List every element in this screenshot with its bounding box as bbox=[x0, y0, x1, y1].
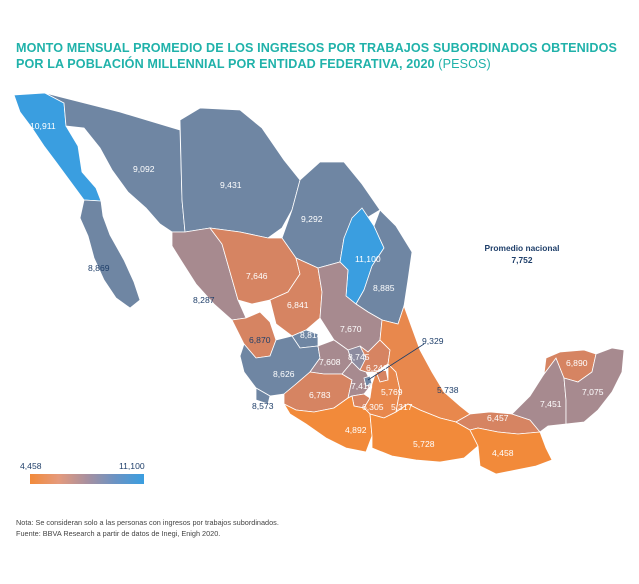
map-title-main: MONTO MENSUAL PROMEDIO DE LOS INGRESOS P… bbox=[16, 41, 617, 71]
legend-gradient-bar bbox=[30, 474, 144, 484]
state-bcs bbox=[79, 199, 141, 309]
map-title: MONTO MENSUAL PROMEDIO DE LOS INGRESOS P… bbox=[16, 40, 626, 72]
label-dgo: 7,646 bbox=[246, 271, 268, 281]
label-cdmx: 9,329 bbox=[422, 336, 444, 346]
label-mor: 6,305 bbox=[362, 402, 384, 412]
label-hgo: 6,241 bbox=[366, 363, 388, 373]
state-chis bbox=[469, 427, 553, 475]
label-son: 9,092 bbox=[133, 164, 155, 174]
label-nl: 11,100 bbox=[355, 254, 381, 264]
national-average-label: Promedio nacional bbox=[484, 243, 560, 253]
state-col bbox=[255, 387, 271, 405]
label-gro: 4,892 bbox=[345, 425, 367, 435]
label-mex: 7,416 bbox=[351, 381, 373, 391]
label-slp: 7,670 bbox=[340, 324, 362, 334]
label-sin: 8,287 bbox=[193, 295, 215, 305]
label-qro: 8,745 bbox=[348, 352, 370, 362]
state-gro bbox=[282, 395, 373, 453]
map-title-unit: (PESOS) bbox=[438, 57, 491, 71]
state-value-labels: 10,911 9,092 9,431 9,292 11,100 8,869 8,… bbox=[30, 121, 604, 458]
label-bcs: 8,869 bbox=[88, 263, 110, 273]
national-average-value: 7,752 bbox=[511, 255, 533, 265]
label-jal: 8,626 bbox=[273, 369, 295, 379]
label-nay: 6,870 bbox=[249, 335, 271, 345]
footnote-note: Nota: Se consideran solo a las personas … bbox=[16, 518, 279, 527]
label-ver: 5,738 bbox=[437, 385, 459, 395]
label-coah: 9,292 bbox=[301, 214, 323, 224]
label-yuc: 6,890 bbox=[566, 358, 588, 368]
label-gto: 7,608 bbox=[319, 357, 341, 367]
footnote-source: Fuente: BBVA Research a partir de datos … bbox=[16, 529, 221, 538]
label-chih: 9,431 bbox=[220, 180, 242, 190]
state-chih bbox=[179, 107, 301, 239]
label-chis: 4,458 bbox=[492, 448, 514, 458]
label-bc: 10,911 bbox=[30, 121, 56, 131]
label-ags: 8,818 bbox=[300, 330, 322, 340]
state-qroo bbox=[563, 347, 625, 425]
label-camp: 7,451 bbox=[540, 399, 562, 409]
label-zac: 6,841 bbox=[287, 300, 309, 310]
national-average: Promedio nacional 7,752 bbox=[470, 242, 574, 266]
legend-min-label: 4,458 bbox=[20, 461, 42, 471]
label-mich: 6,783 bbox=[309, 390, 331, 400]
legend-max-label: 11,100 bbox=[119, 461, 145, 471]
footnotes: Nota: Se consideran solo a las personas … bbox=[16, 517, 279, 539]
cdmx-leader-line bbox=[367, 343, 425, 381]
label-tlax: 5,769 bbox=[381, 387, 403, 397]
label-tab: 6,457 bbox=[487, 413, 509, 423]
label-tamps: 8,885 bbox=[373, 283, 395, 293]
label-col: 8,573 bbox=[252, 401, 274, 411]
state-mex bbox=[341, 361, 373, 399]
label-oax: 5,728 bbox=[413, 439, 435, 449]
state-hgo bbox=[359, 339, 391, 373]
label-qroo: 7,075 bbox=[582, 387, 604, 397]
label-pue: 5,317 bbox=[391, 402, 413, 412]
